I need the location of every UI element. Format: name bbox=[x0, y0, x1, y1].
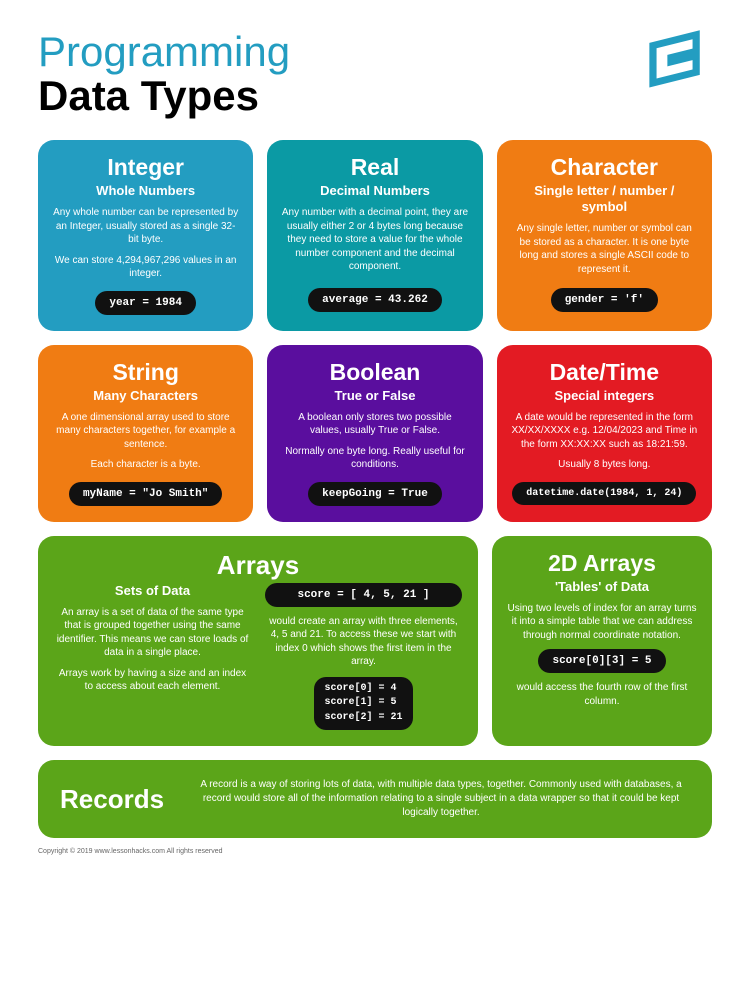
code-example: score[0][3] = 5 bbox=[538, 649, 665, 673]
card-subtitle: True or False bbox=[335, 388, 416, 403]
card-desc: A one dimensional array used to store ma… bbox=[52, 411, 239, 452]
card-title: Arrays bbox=[54, 550, 462, 581]
card-desc2: We can store 4,294,967,296 values in an … bbox=[52, 254, 239, 281]
card-desc2: Usually 8 bytes long. bbox=[558, 458, 650, 472]
card-desc: Using two levels of index for an array t… bbox=[506, 602, 698, 643]
arrays-left: Arrays bbox=[54, 550, 462, 583]
card-subtitle: 'Tables' of Data bbox=[555, 579, 649, 594]
card-subtitle: Many Characters bbox=[93, 388, 198, 403]
code-example: gender = 'f' bbox=[551, 288, 658, 312]
card-title: Records bbox=[60, 784, 164, 815]
title-block: Programming Data Types bbox=[38, 30, 290, 118]
card-desc: would create an array with three element… bbox=[265, 615, 462, 669]
card-title: String bbox=[112, 359, 178, 386]
card-desc: Any single letter, number or symbol can … bbox=[511, 222, 698, 276]
card-datetime: Date/Time Special integers A date would … bbox=[497, 345, 712, 522]
card-real: Real Decimal Numbers Any number with a d… bbox=[267, 140, 482, 331]
card-desc: A date would be represented in the form … bbox=[511, 411, 698, 452]
code-example-top: score = [ 4, 5, 21 ] bbox=[265, 583, 462, 607]
card-arrays: Arrays Sets of Data An array is a set of… bbox=[38, 536, 478, 747]
code-example: year = 1984 bbox=[95, 291, 196, 315]
card-desc2: Arrays work by having a size and an inde… bbox=[54, 667, 251, 694]
logo-icon bbox=[640, 30, 712, 92]
arrays-row: Arrays Sets of Data An array is a set of… bbox=[38, 536, 712, 747]
title-line1: Programming bbox=[38, 30, 290, 74]
card-desc2: Normally one byte long. Really useful fo… bbox=[281, 445, 468, 472]
card-title: Integer bbox=[107, 154, 184, 181]
card-title: Date/Time bbox=[550, 359, 660, 386]
card-desc2: Each character is a byte. bbox=[91, 458, 201, 472]
arrays-left-col: Sets of Data An array is a set of data o… bbox=[54, 583, 251, 731]
code-example: datetime.date(1984, 1, 24) bbox=[512, 482, 696, 505]
card-character: Character Single letter / number / symbo… bbox=[497, 140, 712, 331]
card-string: String Many Characters A one dimensional… bbox=[38, 345, 253, 522]
code-example: average = 43.262 bbox=[308, 288, 442, 312]
header: Programming Data Types bbox=[38, 30, 712, 118]
card-desc: Any number with a decimal point, they ar… bbox=[281, 206, 468, 274]
card-integer: Integer Whole Numbers Any whole number c… bbox=[38, 140, 253, 331]
arrays-right-col: score = [ 4, 5, 21 ] would create an arr… bbox=[265, 583, 462, 731]
card-subtitle: Special integers bbox=[554, 388, 654, 403]
card-desc: A boolean only stores two possible value… bbox=[281, 411, 468, 438]
card-title: Character bbox=[551, 154, 658, 181]
card-boolean: Boolean True or False A boolean only sto… bbox=[267, 345, 482, 522]
code-example-bottom: score[0] = 4 score[1] = 5 score[2] = 21 bbox=[314, 677, 412, 731]
card-desc: An array is a set of data of the same ty… bbox=[54, 606, 251, 660]
card-subtitle: Decimal Numbers bbox=[320, 183, 430, 198]
code-example: myName = "Jo Smith" bbox=[69, 482, 222, 506]
card-subtitle: Sets of Data bbox=[54, 583, 251, 598]
card-subtitle: Whole Numbers bbox=[96, 183, 195, 198]
card-desc2: would access the fourth row of the first… bbox=[506, 681, 698, 708]
code-example: keepGoing = True bbox=[308, 482, 442, 506]
card-subtitle: Single letter / number / symbol bbox=[511, 183, 698, 214]
card-grid: Integer Whole Numbers Any whole number c… bbox=[38, 140, 712, 522]
card-title: Boolean bbox=[330, 359, 421, 386]
card-2d-arrays: 2D Arrays 'Tables' of Data Using two lev… bbox=[492, 536, 712, 747]
card-desc: A record is a way of storing lots of dat… bbox=[192, 778, 690, 820]
card-title: 2D Arrays bbox=[548, 550, 656, 577]
card-title: Real bbox=[351, 154, 400, 181]
card-records: Records A record is a way of storing lot… bbox=[38, 760, 712, 838]
card-desc: Any whole number can be represented by a… bbox=[52, 206, 239, 247]
copyright-text: Copyright © 2019 www.lessonhacks.com All… bbox=[38, 848, 712, 855]
title-line2: Data Types bbox=[38, 74, 290, 118]
